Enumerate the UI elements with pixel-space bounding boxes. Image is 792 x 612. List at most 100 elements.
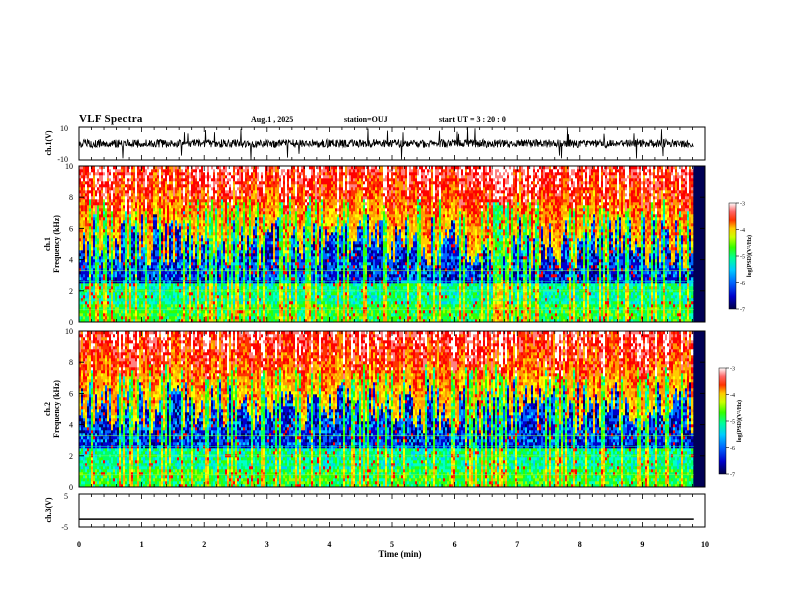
- spectrogram-cell: [249, 220, 252, 224]
- spectrogram-cell: [211, 262, 214, 266]
- spectrogram-cell: [125, 226, 128, 230]
- spectrogram-cell: [179, 295, 182, 299]
- spectrogram-cell: [251, 310, 254, 314]
- spectrogram-cell: [255, 304, 258, 308]
- spectrogram-cell: [109, 292, 112, 296]
- spectrogram-cell: [267, 292, 270, 296]
- spectrogram-cell: [243, 211, 246, 215]
- spectrogram-cell: [197, 262, 200, 266]
- spectrogram-cell: [101, 202, 104, 206]
- spectrogram-cell: [207, 319, 210, 323]
- spectrogram-cell: [145, 253, 148, 257]
- spectrogram-cell: [173, 256, 176, 260]
- spectrogram-cell: [245, 241, 248, 245]
- spectrogram-cell: [121, 205, 124, 209]
- spectrogram-cell: [201, 319, 204, 323]
- spectrogram-cell: [193, 202, 196, 206]
- spectrogram-cell: [247, 229, 250, 233]
- spectrogram-cell: [115, 292, 118, 296]
- spectrogram-cell: [189, 226, 192, 230]
- spectrogram-cell: [267, 214, 270, 218]
- spectrogram-cell: [127, 208, 130, 212]
- spectrogram-cell: [185, 262, 188, 266]
- spectrogram-cell: [85, 310, 88, 314]
- spectrogram-cell: [165, 310, 168, 314]
- spectrogram-cell: [239, 253, 242, 257]
- spectrogram-cell: [247, 319, 250, 323]
- spectrogram-cell: [97, 256, 100, 260]
- spectrogram-cell: [221, 244, 224, 248]
- spectrogram-cell: [173, 208, 176, 212]
- spectrogram-cell: [183, 292, 186, 296]
- spectrogram-cell: [95, 313, 98, 317]
- spectrogram-cell: [97, 202, 100, 206]
- spectrogram-cell: [85, 277, 88, 281]
- spectrogram-cell: [137, 319, 140, 323]
- spectrogram-cell: [213, 253, 216, 257]
- spectrogram-cell: [229, 220, 232, 224]
- spectrogram-cell: [129, 316, 132, 320]
- spectrogram-cell: [129, 232, 132, 236]
- spectrogram-cell: [103, 169, 106, 173]
- spectrogram-cell: [245, 172, 248, 176]
- spectrogram-cell: [183, 217, 186, 221]
- spectrogram-cell: [215, 169, 218, 173]
- spectrogram-cell: [187, 301, 190, 305]
- spectrogram-cell: [259, 181, 262, 185]
- spectrogram-cell: [245, 244, 248, 248]
- spectrogram-cell: [83, 316, 86, 320]
- spectrogram-cell: [173, 172, 176, 176]
- spectrogram-cell: [155, 232, 158, 236]
- spectrogram-cell: [81, 166, 84, 170]
- spectrogram-cell: [131, 208, 134, 212]
- spectrogram-cell: [195, 223, 198, 227]
- spectrogram-cell: [87, 313, 90, 317]
- spectrogram-cell: [141, 199, 144, 203]
- spectrogram-cell: [101, 241, 104, 245]
- spectrogram-cell: [169, 223, 172, 227]
- spectrogram-cell: [209, 190, 212, 194]
- spectrogram-cell: [89, 175, 92, 179]
- spectrogram-cell: [183, 166, 186, 170]
- spectrogram-cell: [187, 304, 190, 308]
- spectrogram-cell: [167, 250, 170, 254]
- spectrogram-cell: [267, 271, 270, 275]
- spectrogram-cell: [81, 310, 84, 314]
- spectrogram-cell: [107, 172, 110, 176]
- spectrogram-cell: [95, 208, 98, 212]
- spectrogram-cell: [119, 277, 122, 281]
- spectrogram-cell: [219, 259, 222, 263]
- spectrogram-cell: [191, 298, 194, 302]
- spectrogram-cell: [149, 187, 152, 191]
- spectrogram-cell: [175, 181, 178, 185]
- spectrogram-cell: [171, 244, 174, 248]
- spectrogram-cell: [83, 199, 86, 203]
- spectrogram-cell: [223, 208, 226, 212]
- spectrogram-cell: [127, 265, 130, 269]
- spectrogram-cell: [101, 175, 104, 179]
- spectrogram-cell: [215, 238, 218, 242]
- spectrogram-cell: [95, 256, 98, 260]
- spectrogram-cell: [113, 178, 116, 182]
- spectrogram-cell: [157, 226, 160, 230]
- spectrogram-cell: [185, 175, 188, 179]
- spectrogram-cell: [155, 169, 158, 173]
- spectrogram-cell: [249, 199, 252, 203]
- spectrogram-cell: [265, 316, 268, 320]
- spectrogram-cell: [195, 217, 198, 221]
- spectrogram-cell: [251, 181, 254, 185]
- spectrogram-cell: [91, 235, 94, 239]
- spectrogram-cell: [195, 235, 198, 239]
- spectrogram-cell: [143, 277, 146, 281]
- spectrogram-cell: [125, 187, 128, 191]
- spectrogram-cell: [255, 274, 258, 278]
- spectrogram-cell: [191, 229, 194, 233]
- spectrogram-cell: [105, 319, 108, 323]
- spectrogram-cell: [205, 307, 208, 311]
- spectrogram-cell: [189, 211, 192, 215]
- spectrogram-cell: [207, 304, 210, 308]
- spectrogram-cell: [217, 181, 220, 185]
- spectrogram-cell: [217, 256, 220, 260]
- spectrogram-cell: [269, 202, 272, 206]
- spectrogram-cell: [195, 181, 198, 185]
